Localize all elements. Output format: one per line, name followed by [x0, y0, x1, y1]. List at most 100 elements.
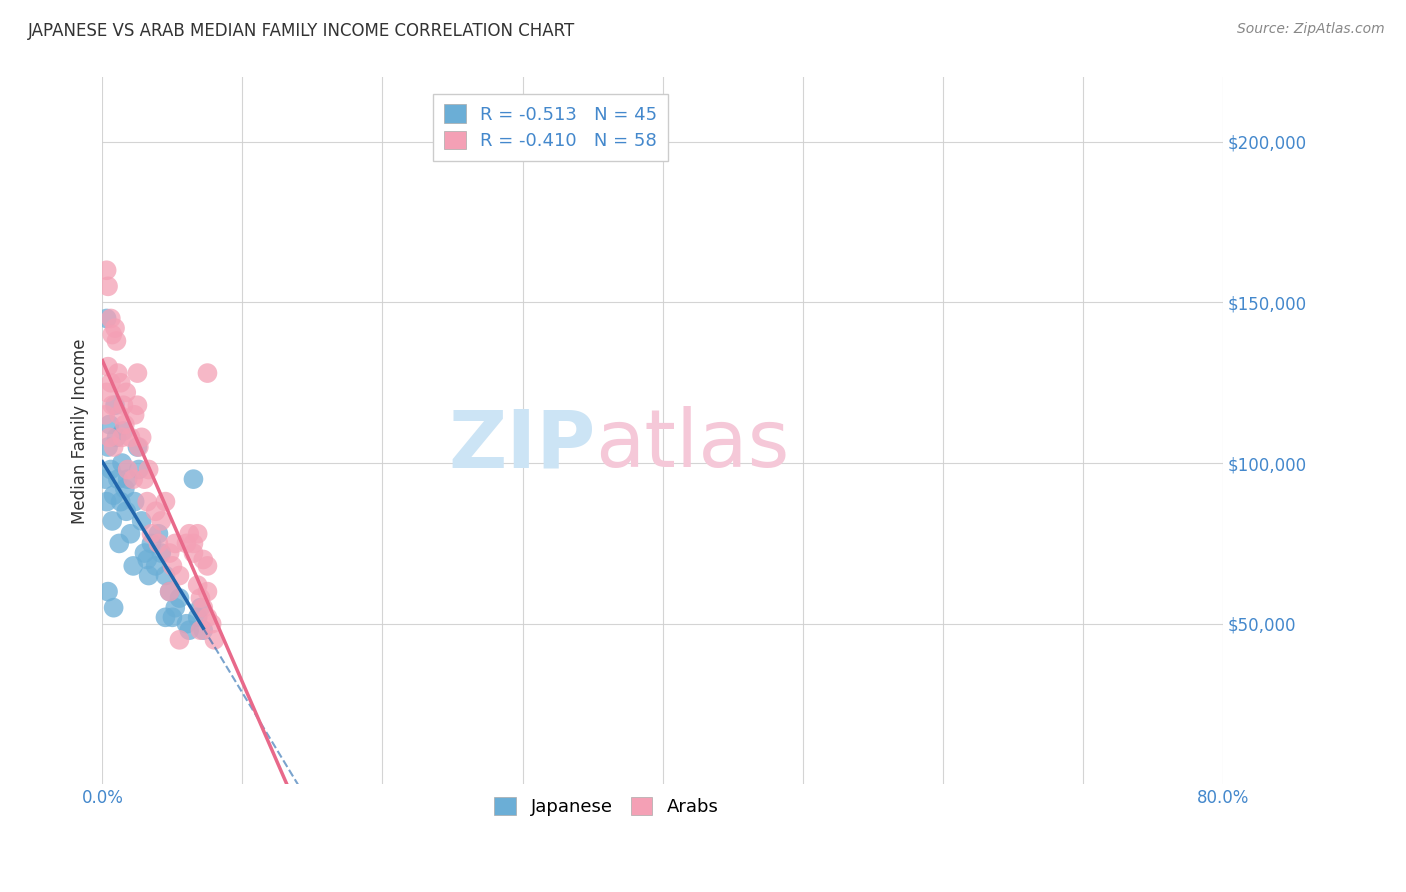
- Point: [136, 494, 159, 508]
- Point: [108, 536, 131, 550]
- Point: [148, 526, 170, 541]
- Point: [183, 472, 205, 486]
- Point: [108, 408, 131, 422]
- Point: [193, 552, 215, 566]
- Point: [193, 623, 215, 637]
- Point: [114, 482, 136, 496]
- Point: [104, 398, 127, 412]
- Point: [155, 494, 177, 508]
- Point: [105, 334, 128, 348]
- Point: [128, 440, 150, 454]
- Point: [134, 472, 156, 486]
- Text: ZIP: ZIP: [449, 406, 595, 484]
- Point: [98, 430, 121, 444]
- Point: [107, 366, 129, 380]
- Point: [105, 430, 128, 444]
- Point: [100, 311, 122, 326]
- Point: [165, 536, 187, 550]
- Point: [124, 408, 146, 422]
- Point: [96, 385, 118, 400]
- Point: [183, 546, 205, 560]
- Point: [165, 600, 187, 615]
- Point: [100, 462, 122, 476]
- Point: [97, 584, 120, 599]
- Point: [103, 440, 125, 454]
- Point: [169, 591, 191, 605]
- Point: [104, 321, 127, 335]
- Point: [115, 504, 138, 518]
- Point: [197, 558, 219, 573]
- Point: [128, 462, 150, 476]
- Point: [97, 359, 120, 374]
- Point: [98, 417, 121, 432]
- Point: [101, 514, 124, 528]
- Point: [169, 568, 191, 582]
- Point: [124, 494, 146, 508]
- Point: [150, 546, 173, 560]
- Point: [94, 472, 117, 486]
- Point: [179, 623, 201, 637]
- Point: [176, 536, 198, 550]
- Point: [112, 424, 135, 438]
- Point: [110, 376, 132, 390]
- Point: [110, 494, 132, 508]
- Point: [117, 462, 139, 476]
- Text: atlas: atlas: [595, 406, 790, 484]
- Point: [183, 536, 205, 550]
- Point: [131, 430, 153, 444]
- Point: [115, 385, 138, 400]
- Point: [134, 546, 156, 560]
- Point: [162, 610, 184, 624]
- Point: [145, 558, 167, 573]
- Point: [107, 472, 129, 486]
- Point: [103, 488, 125, 502]
- Point: [190, 623, 212, 637]
- Point: [204, 632, 226, 647]
- Point: [101, 327, 124, 342]
- Point: [103, 600, 125, 615]
- Point: [127, 440, 149, 454]
- Point: [141, 536, 163, 550]
- Point: [193, 600, 215, 615]
- Point: [201, 616, 224, 631]
- Point: [127, 366, 149, 380]
- Point: [97, 440, 120, 454]
- Point: [159, 546, 181, 560]
- Point: [187, 610, 209, 624]
- Point: [97, 279, 120, 293]
- Point: [145, 504, 167, 518]
- Point: [117, 472, 139, 486]
- Point: [96, 263, 118, 277]
- Point: [141, 526, 163, 541]
- Point: [112, 398, 135, 412]
- Point: [197, 366, 219, 380]
- Point: [159, 584, 181, 599]
- Point: [197, 584, 219, 599]
- Point: [155, 610, 177, 624]
- Point: [187, 578, 209, 592]
- Point: [176, 616, 198, 631]
- Point: [120, 526, 142, 541]
- Point: [96, 311, 118, 326]
- Point: [101, 398, 124, 412]
- Point: [155, 568, 177, 582]
- Y-axis label: Median Family Income: Median Family Income: [72, 338, 89, 524]
- Point: [136, 552, 159, 566]
- Point: [111, 430, 134, 444]
- Point: [100, 376, 122, 390]
- Point: [150, 514, 173, 528]
- Point: [138, 462, 160, 476]
- Point: [131, 514, 153, 528]
- Point: [190, 600, 212, 615]
- Point: [162, 558, 184, 573]
- Point: [122, 558, 145, 573]
- Text: Source: ZipAtlas.com: Source: ZipAtlas.com: [1237, 22, 1385, 37]
- Point: [179, 526, 201, 541]
- Point: [94, 408, 117, 422]
- Point: [148, 536, 170, 550]
- Point: [197, 610, 219, 624]
- Point: [190, 591, 212, 605]
- Point: [111, 456, 134, 470]
- Point: [159, 584, 181, 599]
- Point: [122, 472, 145, 486]
